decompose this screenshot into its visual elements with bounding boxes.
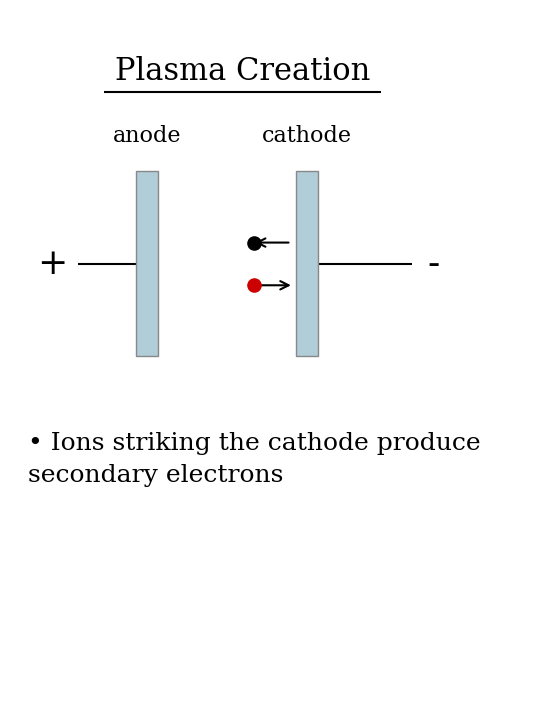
Text: -: -: [427, 247, 439, 281]
Bar: [137, 171, 158, 356]
Point: [250, 237, 259, 248]
Text: anode: anode: [113, 125, 181, 146]
Text: cathode: cathode: [262, 125, 352, 146]
Bar: [296, 171, 318, 356]
Text: • Ions striking the cathode produce
secondary electrons: • Ions striking the cathode produce seco…: [28, 432, 481, 487]
Point: [250, 279, 259, 291]
Text: +: +: [37, 247, 67, 281]
Text: Plasma Creation: Plasma Creation: [115, 56, 370, 87]
